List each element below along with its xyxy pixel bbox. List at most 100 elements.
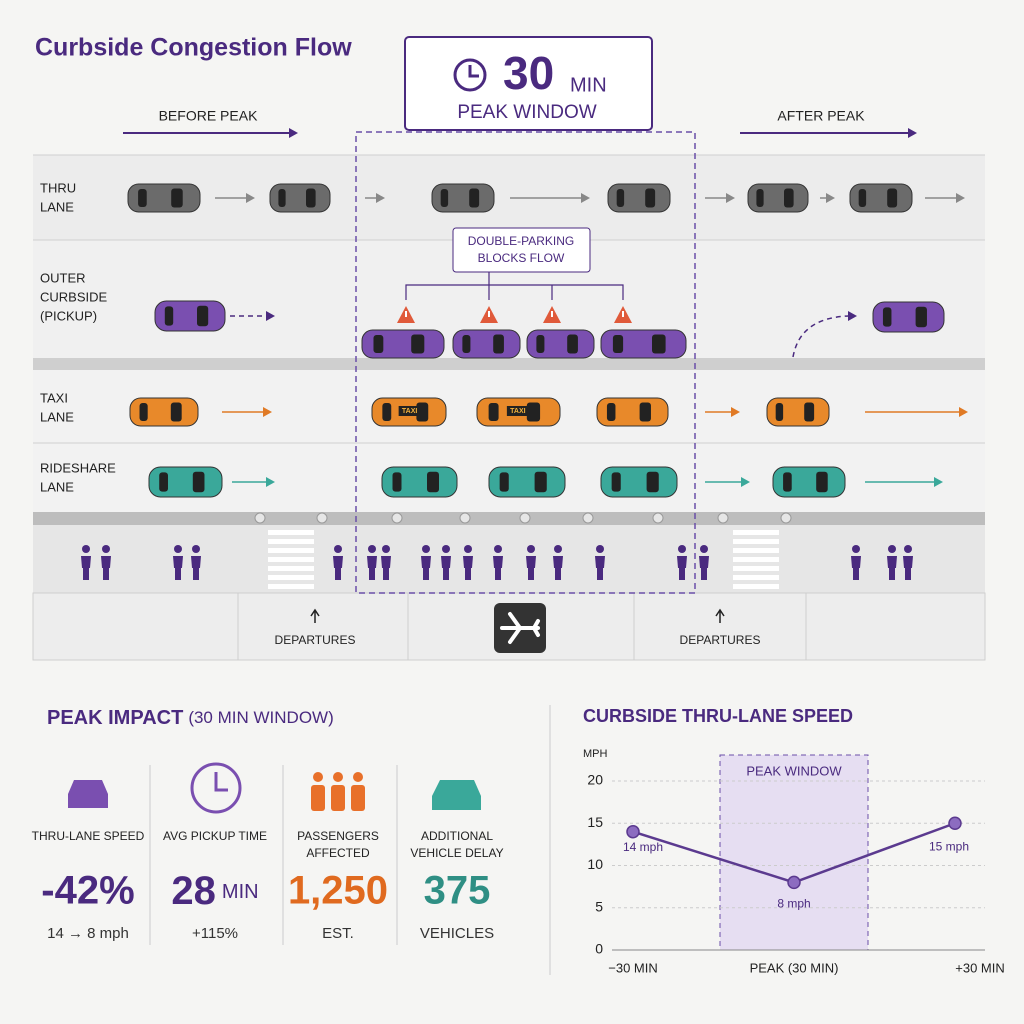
- label: ADDITIONAL: [421, 829, 493, 843]
- car-windshield: [804, 402, 815, 422]
- icon-person-head: [313, 772, 323, 782]
- arrow-head: [581, 193, 590, 203]
- crosswalk-stripe: [733, 557, 779, 562]
- pedestrian-body: [463, 556, 473, 580]
- arrow-head: [726, 193, 735, 203]
- crosswalk-stripe: [733, 575, 779, 580]
- crosswalk-stripe: [268, 548, 314, 553]
- label: AFTER PEAK: [777, 108, 865, 124]
- car-rear-window: [536, 335, 545, 353]
- label: PEAK WINDOW: [457, 102, 596, 123]
- label: LANE: [40, 199, 74, 214]
- crosswalk-stripe: [733, 584, 779, 589]
- label: OUTER: [40, 270, 86, 285]
- car-windshield: [652, 334, 666, 354]
- car-rear-window: [440, 189, 449, 207]
- label: VEHICLE DELAY: [410, 846, 503, 860]
- pedestrian-body: [851, 556, 861, 580]
- bollard: [652, 512, 664, 524]
- plane: [500, 612, 540, 644]
- label: THRU: [40, 180, 76, 195]
- arrow-head: [848, 311, 857, 321]
- impact-title-main: PEAK IMPACT: [47, 707, 183, 729]
- car-rear-window: [882, 307, 892, 327]
- data-label: 8 mph: [777, 897, 810, 911]
- crosswalk-stripe: [268, 530, 314, 535]
- car: [607, 183, 671, 213]
- icon-car: [68, 780, 108, 808]
- car-rear-window: [611, 472, 621, 492]
- car-windshield: [567, 334, 578, 354]
- car: [154, 300, 226, 332]
- bollard: [316, 512, 328, 524]
- pedestrian-body: [333, 556, 343, 580]
- arrow-head: [908, 128, 917, 138]
- icon-vehicle: [432, 780, 481, 810]
- warning-mark: [405, 311, 407, 317]
- car: [766, 397, 830, 427]
- car-rear-window: [783, 472, 792, 492]
- car-rear-window: [612, 335, 624, 353]
- metric-note: EST.: [322, 925, 354, 942]
- taxi-sign: TAXI: [402, 408, 417, 415]
- metric-note: 14 → 8 mph: [47, 925, 129, 942]
- arrow-head: [741, 477, 750, 487]
- car-rear-window: [373, 335, 384, 353]
- pedestrian-head: [368, 545, 376, 553]
- clock-hands: [468, 65, 479, 78]
- car-windshield: [645, 188, 656, 208]
- label: BLOCKS FLOW: [478, 251, 565, 265]
- pedestrian-head: [494, 545, 502, 553]
- metric-value: 375: [424, 869, 491, 913]
- arrow-head: [934, 477, 943, 487]
- crosswalk-stripe: [733, 530, 779, 535]
- car: [129, 397, 199, 427]
- car-rear-window: [138, 189, 147, 207]
- car-windshield: [887, 188, 898, 208]
- arrow-head: [263, 407, 272, 417]
- pedestrian-head: [596, 545, 604, 553]
- car-windshield: [411, 334, 425, 354]
- metric-number: 28: [171, 869, 216, 913]
- pedestrian-body: [677, 556, 687, 580]
- metric-note: VEHICLES: [420, 925, 494, 942]
- arrow-head: [956, 193, 965, 203]
- impact-title-sub: (30 MIN WINDOW): [188, 708, 333, 727]
- car-windshield: [306, 188, 316, 208]
- data-point: [948, 816, 962, 830]
- pedestrian-head: [382, 545, 390, 553]
- warning-mark: [551, 311, 553, 317]
- label: LANE: [40, 409, 74, 424]
- arrow-head: [246, 193, 255, 203]
- pedestrian-body: [173, 556, 183, 580]
- x-tick-label: PEAK (30 MIN): [750, 960, 839, 975]
- taxi-sign: TAXI: [510, 408, 525, 415]
- label: CURBSIDE: [40, 289, 108, 304]
- bollard: [582, 512, 594, 524]
- crosswalk-stripe: [733, 548, 779, 553]
- car: [452, 329, 521, 359]
- car-rear-window: [159, 472, 168, 492]
- car: [600, 466, 678, 498]
- icon-person-head: [333, 772, 343, 782]
- icon-clock-hands: [214, 772, 228, 792]
- pedestrian-body: [81, 556, 91, 580]
- pedestrian-head: [422, 545, 430, 553]
- x-tick-label: +30 MIN: [955, 960, 1005, 975]
- car: [269, 183, 331, 213]
- x-tick-label: −30 MIN: [608, 960, 658, 975]
- pedestrian-body: [699, 556, 709, 580]
- curb: [33, 512, 985, 525]
- arrow-head: [731, 407, 740, 417]
- car-rear-window: [382, 403, 392, 421]
- metric-value: 28 MIN: [171, 869, 258, 913]
- pedestrian-head: [888, 545, 896, 553]
- y-tick-label: 15: [587, 814, 603, 830]
- car-rear-window: [858, 189, 867, 207]
- crosswalk-stripe: [268, 557, 314, 562]
- label: DEPARTURES: [275, 633, 356, 647]
- car: [772, 466, 846, 498]
- car-rear-window: [756, 189, 764, 207]
- pedestrian-body: [367, 556, 377, 580]
- car-rear-window: [616, 189, 625, 207]
